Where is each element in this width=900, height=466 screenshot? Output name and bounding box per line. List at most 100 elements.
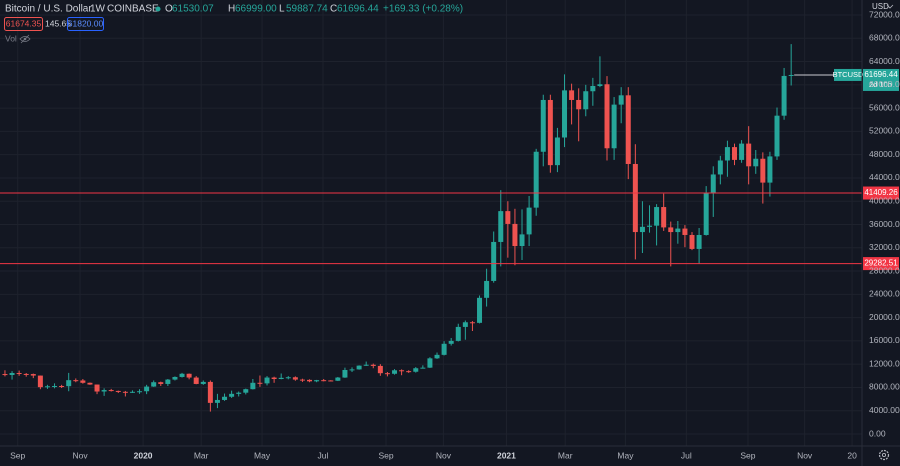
- ohlc-value: 59887.74: [286, 4, 328, 15]
- candle-body: [30, 374, 36, 376]
- spread: 145.65: [45, 18, 71, 28]
- candle-body: [420, 367, 426, 369]
- settings-icon[interactable]: [878, 449, 890, 461]
- candle-body: [576, 99, 582, 110]
- ohlc-value: 61696.44: [337, 4, 379, 15]
- candle-body: [37, 375, 43, 388]
- y-tick-label: 36000.00: [869, 219, 900, 229]
- candle-body: [321, 380, 327, 382]
- y-tick-label: 20000.00: [869, 312, 900, 322]
- y-tick-label: 0.00: [869, 428, 886, 438]
- candle-body: [186, 373, 192, 378]
- price-label-box: [863, 257, 899, 271]
- candle-body: [222, 396, 228, 400]
- candle-body: [307, 379, 313, 382]
- candle-body: [2, 374, 8, 376]
- ohlc-value: 66999.00: [235, 4, 277, 15]
- candle-body: [717, 160, 723, 175]
- candle-body: [257, 382, 263, 384]
- candle-body: [448, 340, 454, 344]
- last-price-box: [863, 68, 899, 91]
- x-tick-label: 20: [847, 450, 857, 460]
- candle-body: [512, 223, 518, 247]
- candle-body: [732, 147, 738, 160]
- x-tick-label: Nov: [436, 450, 452, 460]
- y-tick-label: 44000.00: [869, 172, 900, 182]
- candle-body: [214, 399, 220, 403]
- currency[interactable]: USD: [872, 2, 889, 11]
- y-tick-label: 4000.00: [869, 405, 900, 415]
- candles: [2, 44, 794, 412]
- candle-body: [703, 192, 709, 235]
- volume-label: Vol: [5, 33, 17, 43]
- candle-body: [583, 91, 589, 110]
- y-tick-label: 56000.00: [869, 102, 900, 112]
- y-tick-label: 24000.00: [869, 289, 900, 299]
- price-label-box: [863, 186, 899, 200]
- ohlc-letter: O: [165, 4, 173, 15]
- candle-body: [363, 364, 369, 366]
- candle-body: [639, 226, 645, 233]
- candle-body: [590, 85, 596, 92]
- currency-caret[interactable]: [886, 4, 894, 9]
- y-tick-label: 48000.00: [869, 149, 900, 159]
- symbol-label-box: [834, 68, 862, 81]
- candle-body: [505, 211, 511, 224]
- change: +169.33 (+0.28%): [383, 4, 463, 15]
- candle-body: [469, 322, 475, 324]
- y-tick-label: 16000.00: [869, 335, 900, 345]
- ohlc-letter: L: [279, 4, 285, 15]
- x-tick-label: Nov: [72, 450, 88, 460]
- candle-body: [122, 391, 128, 393]
- candle-body: [299, 379, 305, 381]
- candle-body: [462, 322, 468, 327]
- candle-body: [16, 373, 22, 375]
- candle-body: [349, 369, 355, 371]
- ask[interactable]: 61820.00: [68, 18, 104, 28]
- candle-body: [392, 370, 398, 374]
- candle-body: [696, 234, 702, 249]
- candle-body: [236, 392, 242, 394]
- candle-body: [724, 147, 730, 161]
- status-dot: [155, 6, 161, 12]
- candle-body: [335, 377, 341, 381]
- eye-icon[interactable]: [19, 34, 31, 44]
- candle-body: [562, 90, 568, 138]
- last-price: 61696.44: [864, 70, 898, 79]
- ask-box[interactable]: [67, 17, 104, 31]
- candle-body: [207, 381, 213, 403]
- candle-body: [292, 377, 298, 380]
- candle-body: [370, 364, 376, 366]
- candle-body: [384, 373, 390, 375]
- candle-body: [193, 377, 199, 384]
- candle-body: [788, 74, 794, 76]
- x-tick-label: Jul: [318, 450, 329, 460]
- candle-body: [73, 380, 79, 382]
- y-tick-label: 68000.00: [869, 33, 900, 43]
- price-label: 41409.26: [864, 188, 898, 197]
- candle-body: [597, 84, 603, 86]
- bid[interactable]: 61674.35: [6, 18, 42, 28]
- y-tick-label: 60000.00: [869, 79, 900, 89]
- candle-body: [80, 380, 86, 383]
- candle-body: [661, 207, 667, 228]
- candle-body: [377, 365, 383, 374]
- grid: [0, 0, 862, 446]
- candle-body: [767, 156, 773, 183]
- candle-body: [668, 227, 674, 233]
- candle-body: [618, 95, 624, 105]
- y-tick-label: 64000.00: [869, 56, 900, 66]
- candle-body: [356, 365, 362, 370]
- bid-box[interactable]: [4, 17, 43, 31]
- candle-body: [108, 390, 114, 392]
- interval: 1W: [90, 4, 106, 15]
- x-tick-label: Sep: [10, 450, 25, 460]
- candle-body: [158, 382, 164, 384]
- candle-body: [654, 207, 660, 226]
- candle-body: [172, 376, 178, 380]
- y-tick-label: 72000.00: [869, 9, 900, 19]
- x-tick-label: Sep: [378, 450, 393, 460]
- candle-body: [278, 377, 284, 380]
